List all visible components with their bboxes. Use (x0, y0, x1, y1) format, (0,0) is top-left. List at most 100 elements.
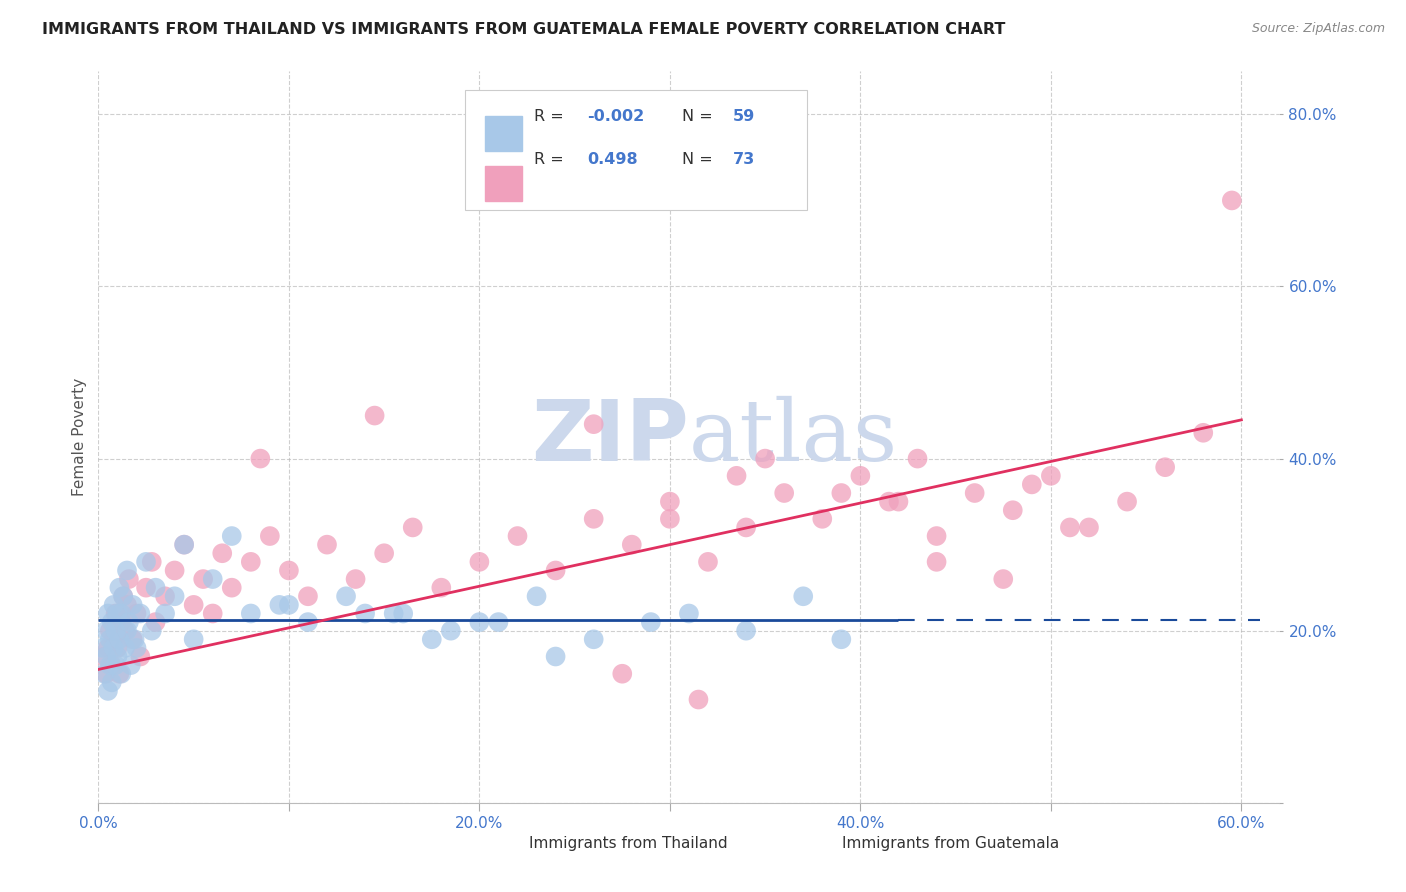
Text: Immigrants from Guatemala: Immigrants from Guatemala (842, 836, 1060, 851)
Point (773, 486, 796, 500)
Text: -0.002: -0.002 (588, 109, 644, 124)
Point (112, 589, 135, 603)
Point (269, 598, 291, 612)
Text: ZIP: ZIP (531, 395, 689, 479)
Point (135, 581, 157, 595)
Point (107, 607, 129, 621)
Point (94, 624, 117, 638)
Point (120, 658, 142, 673)
Point (97, 640, 120, 655)
Point (363, 409, 385, 423)
Point (488, 615, 510, 629)
Point (125, 607, 148, 621)
Point (277, 564, 299, 578)
Point (91, 640, 114, 655)
Point (335, 589, 357, 603)
Point (1192, 425, 1215, 440)
Point (163, 589, 186, 603)
Point (440, 624, 463, 638)
Point (811, 512, 834, 526)
Point (98, 624, 121, 638)
Point (658, 512, 681, 526)
Text: atlas: atlas (689, 395, 898, 479)
Point (104, 607, 127, 621)
Point (993, 572, 1015, 586)
Point (141, 624, 163, 638)
Point (925, 529, 948, 543)
Point (98, 632, 121, 647)
Point (173, 538, 195, 552)
Point (1039, 468, 1062, 483)
Point (153, 589, 176, 603)
Point (420, 632, 443, 647)
Point (239, 555, 262, 569)
Point (544, 649, 567, 664)
Point (392, 607, 415, 621)
Point (108, 632, 131, 647)
Point (114, 640, 136, 655)
Point (1001, 503, 1024, 517)
Text: 73: 73 (733, 152, 755, 167)
Point (430, 581, 453, 595)
Point (697, 555, 720, 569)
Point (107, 640, 129, 655)
Point (506, 529, 529, 543)
Point (382, 607, 405, 621)
Point (582, 632, 605, 647)
Point (830, 486, 852, 500)
Point (124, 632, 146, 647)
Point (344, 572, 367, 586)
Point (98, 658, 121, 673)
Point (925, 555, 948, 569)
Point (100, 675, 122, 690)
Point (221, 581, 243, 595)
Point (249, 451, 271, 466)
Point (211, 546, 233, 560)
Point (735, 520, 758, 534)
Point (115, 624, 138, 638)
Point (907, 451, 929, 466)
Point (135, 555, 157, 569)
Point (115, 598, 138, 612)
Point (153, 607, 176, 621)
Point (121, 632, 143, 647)
Point (118, 615, 141, 629)
FancyBboxPatch shape (464, 90, 807, 211)
Point (316, 538, 339, 552)
Point (110, 615, 132, 629)
Point (725, 468, 748, 483)
Point (141, 555, 163, 569)
Point (1078, 520, 1101, 534)
Point (259, 529, 281, 543)
Bar (471, 830, 520, 853)
Point (544, 564, 567, 578)
Point (201, 607, 224, 621)
Point (658, 494, 681, 508)
Point (830, 632, 852, 647)
Bar (485, 116, 523, 152)
Point (103, 632, 125, 647)
Point (887, 494, 910, 508)
Point (201, 572, 224, 586)
Point (620, 538, 643, 552)
Point (125, 640, 148, 655)
Point (792, 589, 814, 603)
Text: IMMIGRANTS FROM THAILAND VS IMMIGRANTS FROM GUATEMALA FEMALE POVERTY CORRELATION: IMMIGRANTS FROM THAILAND VS IMMIGRANTS F… (42, 22, 1005, 37)
Point (735, 624, 758, 638)
Text: 59: 59 (733, 109, 755, 124)
Point (145, 615, 167, 629)
Point (145, 581, 167, 595)
Point (277, 598, 299, 612)
Point (582, 417, 605, 432)
Text: R =: R = (534, 109, 569, 124)
Point (129, 649, 152, 664)
Point (121, 598, 143, 612)
Text: N =: N = (682, 152, 717, 167)
Point (118, 572, 141, 586)
Point (402, 520, 425, 534)
Text: 0.498: 0.498 (588, 152, 638, 167)
Text: Source: ZipAtlas.com: Source: ZipAtlas.com (1251, 22, 1385, 36)
Point (468, 555, 491, 569)
Y-axis label: Female Poverty: Female Poverty (72, 378, 87, 496)
Point (103, 640, 125, 655)
